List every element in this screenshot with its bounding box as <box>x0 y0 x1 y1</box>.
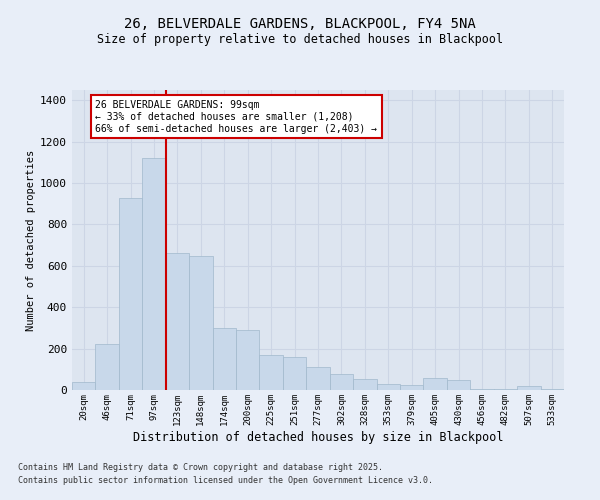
Bar <box>424 378 447 390</box>
Bar <box>189 256 212 390</box>
Bar <box>259 355 283 390</box>
X-axis label: Distribution of detached houses by size in Blackpool: Distribution of detached houses by size … <box>133 430 503 444</box>
Bar <box>283 357 306 390</box>
Text: 26, BELVERDALE GARDENS, BLACKPOOL, FY4 5NA: 26, BELVERDALE GARDENS, BLACKPOOL, FY4 5… <box>124 18 476 32</box>
Bar <box>72 382 95 390</box>
Bar <box>400 385 424 390</box>
Bar <box>447 380 470 390</box>
Text: Contains public sector information licensed under the Open Government Licence v3: Contains public sector information licen… <box>18 476 433 485</box>
Bar <box>377 384 400 390</box>
Bar <box>166 254 189 390</box>
Bar <box>306 367 330 390</box>
Bar <box>494 389 517 390</box>
Bar <box>212 328 236 390</box>
Bar <box>119 198 142 390</box>
Y-axis label: Number of detached properties: Number of detached properties <box>26 150 36 330</box>
Bar <box>330 374 353 390</box>
Bar <box>517 386 541 390</box>
Bar <box>541 389 564 390</box>
Bar <box>142 158 166 390</box>
Bar <box>353 378 377 390</box>
Bar <box>236 330 259 390</box>
Bar <box>95 344 119 390</box>
Text: Contains HM Land Registry data © Crown copyright and database right 2025.: Contains HM Land Registry data © Crown c… <box>18 464 383 472</box>
Text: 26 BELVERDALE GARDENS: 99sqm
← 33% of detached houses are smaller (1,208)
66% of: 26 BELVERDALE GARDENS: 99sqm ← 33% of de… <box>95 100 377 134</box>
Text: Size of property relative to detached houses in Blackpool: Size of property relative to detached ho… <box>97 32 503 46</box>
Bar <box>470 389 494 390</box>
